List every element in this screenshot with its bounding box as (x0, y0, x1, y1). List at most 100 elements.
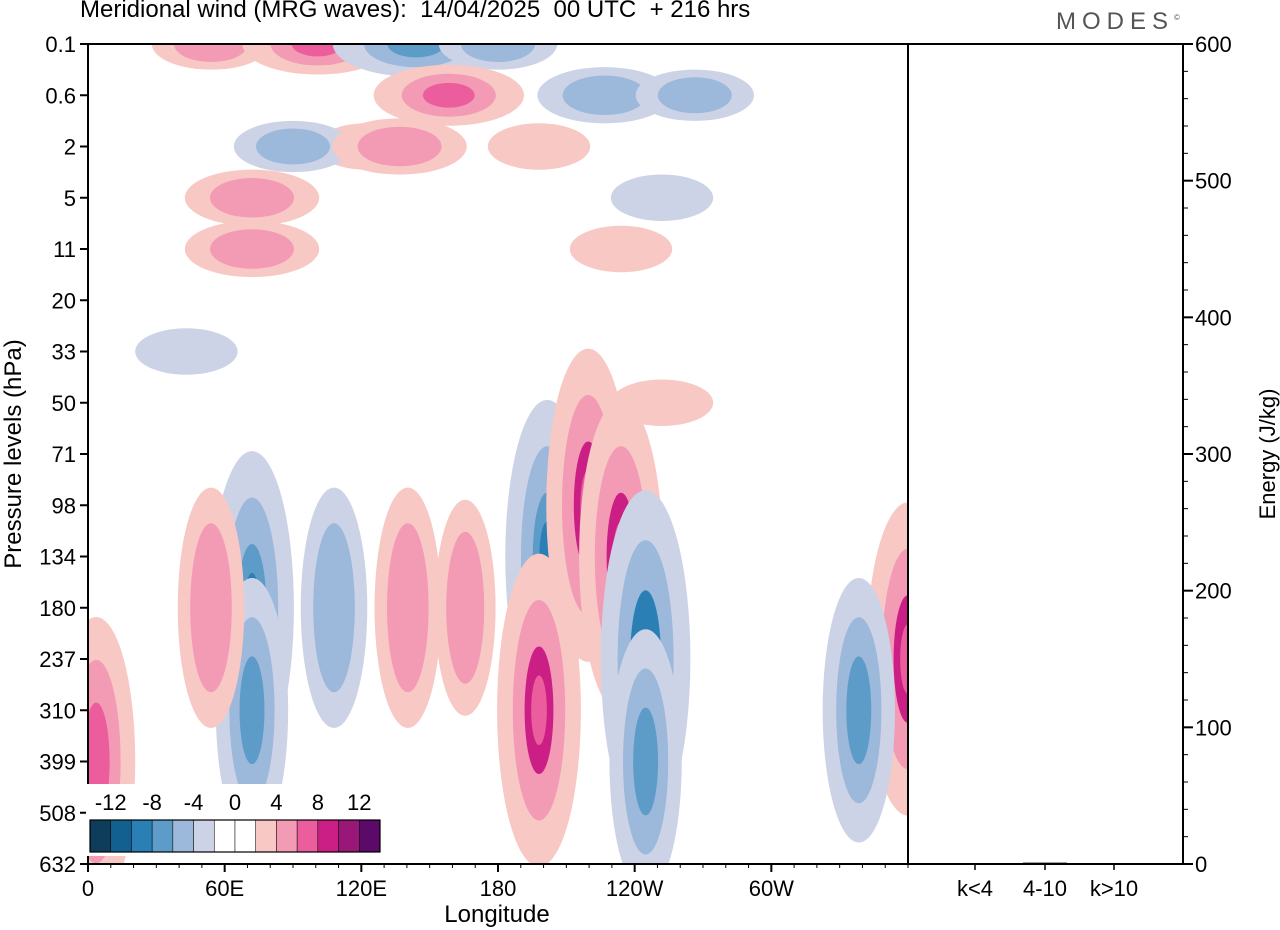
y-axis-label: Pressure levels (hPa) (0, 339, 27, 568)
contour-mid (256, 128, 330, 165)
negative-wind-anomaly (635, 69, 754, 121)
y-tick-label: 5 (64, 186, 76, 211)
positive-wind-anomaly (487, 123, 591, 170)
chart-title: Meridional wind (MRG waves): 14/04/2025 … (80, 0, 751, 23)
contour-inner (422, 82, 475, 108)
colorbar-label: -4 (184, 790, 204, 815)
x-tick-label: 120W (606, 876, 664, 901)
colorbar-label: 8 (312, 790, 324, 815)
x-tick-label: 120E (336, 876, 387, 901)
contour-mid (446, 531, 485, 684)
y-tick-label: 180 (39, 596, 76, 621)
x-tick-label: 60W (749, 876, 794, 901)
y-tick-label: 310 (39, 698, 76, 723)
negative-wind-anomaly (438, 44, 558, 70)
colorbar-label: -12 (95, 790, 127, 815)
contour-outer (610, 174, 714, 221)
y-axis-left: 0.1 0.6 2 5 11 20 33 50 71 98 134 180 237 310 399 508 63… (39, 32, 88, 877)
energy-bars: k<4 4-10 k>10 (953, 862, 1138, 901)
colorbar-swatch (131, 819, 153, 853)
y-tick-label: 11 (53, 237, 76, 262)
contour-core (900, 624, 908, 694)
y-tick-label: 71 (52, 442, 76, 467)
y-tick-label: 2 (64, 135, 76, 160)
negative-wind-anomaly (822, 577, 895, 843)
positive-wind-anomaly (374, 487, 442, 728)
contour-inner (239, 656, 265, 765)
negative-wind-anomaly (135, 328, 238, 375)
contour-mid (210, 229, 294, 269)
modes-logo: MODES© (1056, 8, 1180, 36)
x-tick-label: 60E (205, 876, 244, 901)
energy-bar (1092, 863, 1136, 864)
contour-inner (633, 707, 659, 816)
y-tick-label: 632 (39, 852, 76, 877)
contour-outer (487, 123, 591, 170)
contour-inner (846, 656, 872, 765)
contour-inner (291, 44, 344, 57)
positive-wind-anomaly (184, 220, 320, 278)
x-axis: 0 60E 120E 180 120W 60W (82, 864, 909, 901)
contour-mid (190, 523, 232, 693)
colorbar-swatch (317, 819, 339, 853)
colorbar: -12 -8 -4 0 4 8 12 (86, 784, 384, 856)
energy-axis-label: Energy (J/kg) (1255, 389, 1280, 520)
energy-cat-label: k<4 (957, 876, 993, 901)
contour-outer (135, 328, 238, 375)
colorbar-swatch (110, 819, 132, 853)
contour-mid (313, 523, 355, 693)
logo-text: MODES (1056, 8, 1175, 35)
colorbar-swatch (214, 819, 236, 853)
x-tick-label: 0 (82, 876, 94, 901)
positive-wind-anomaly (151, 44, 271, 70)
positive-wind-anomaly (569, 225, 673, 273)
colorbar-label: -8 (142, 790, 162, 815)
energy-tick-label: 0 (1195, 852, 1207, 877)
positive-wind-anomaly (497, 553, 581, 864)
contour-outer (569, 225, 673, 273)
energy-cat-label: 4-10 (1023, 876, 1067, 901)
colorbar-swatch (151, 819, 174, 853)
y-tick-label: 134 (39, 545, 76, 570)
colorbar-swatch (234, 819, 256, 853)
contour-mid (174, 44, 248, 63)
colorbar-label: 0 (229, 790, 241, 815)
energy-tick-label: 500 (1195, 169, 1232, 194)
y-tick-label: 50 (52, 391, 76, 416)
contour-inner (387, 44, 445, 58)
colorbar-swatch (89, 819, 111, 853)
y-tick-label: 0.6 (45, 83, 76, 108)
negative-wind-anomaly (300, 487, 368, 728)
y-tick-label: 508 (39, 801, 76, 826)
y-tick-label: 20 (52, 288, 76, 313)
positive-wind-anomaly (434, 499, 496, 716)
colorbar-label: 4 (270, 790, 282, 815)
colorbar-swatch (276, 819, 298, 853)
wind-contour-field (88, 44, 908, 864)
contour-mid (357, 126, 442, 167)
colorbar-swatch (193, 819, 215, 853)
colorbar-label: 12 (347, 790, 371, 815)
contour-mid (562, 75, 647, 116)
y-tick-label: 33 (52, 340, 76, 365)
positive-wind-anomaly (184, 169, 320, 226)
positive-wind-anomaly (177, 487, 245, 728)
energy-tick-label: 300 (1195, 442, 1232, 467)
energy-panel-frame (907, 43, 1184, 865)
energy-bar (1023, 862, 1067, 864)
energy-tick-label: 400 (1195, 305, 1232, 330)
y-tick-label: 399 (39, 750, 76, 775)
contour-core (531, 675, 547, 746)
x-tick-label: 180 (480, 876, 517, 901)
contour-mid (387, 523, 429, 693)
y-axis-right: 0 100 200 300 400 500 600 (1183, 32, 1232, 877)
energy-tick-label: 200 (1195, 579, 1232, 604)
energy-tick-label: 100 (1195, 715, 1232, 740)
y-tick-label: 0.1 (45, 32, 76, 57)
positive-wind-anomaly (332, 118, 467, 175)
x-axis-label: Longitude (444, 901, 549, 928)
colorbar-swatch (172, 819, 194, 853)
y-tick-label: 98 (52, 493, 76, 518)
logo-mark: © (1174, 13, 1180, 22)
colorbar-swatch (255, 819, 277, 853)
